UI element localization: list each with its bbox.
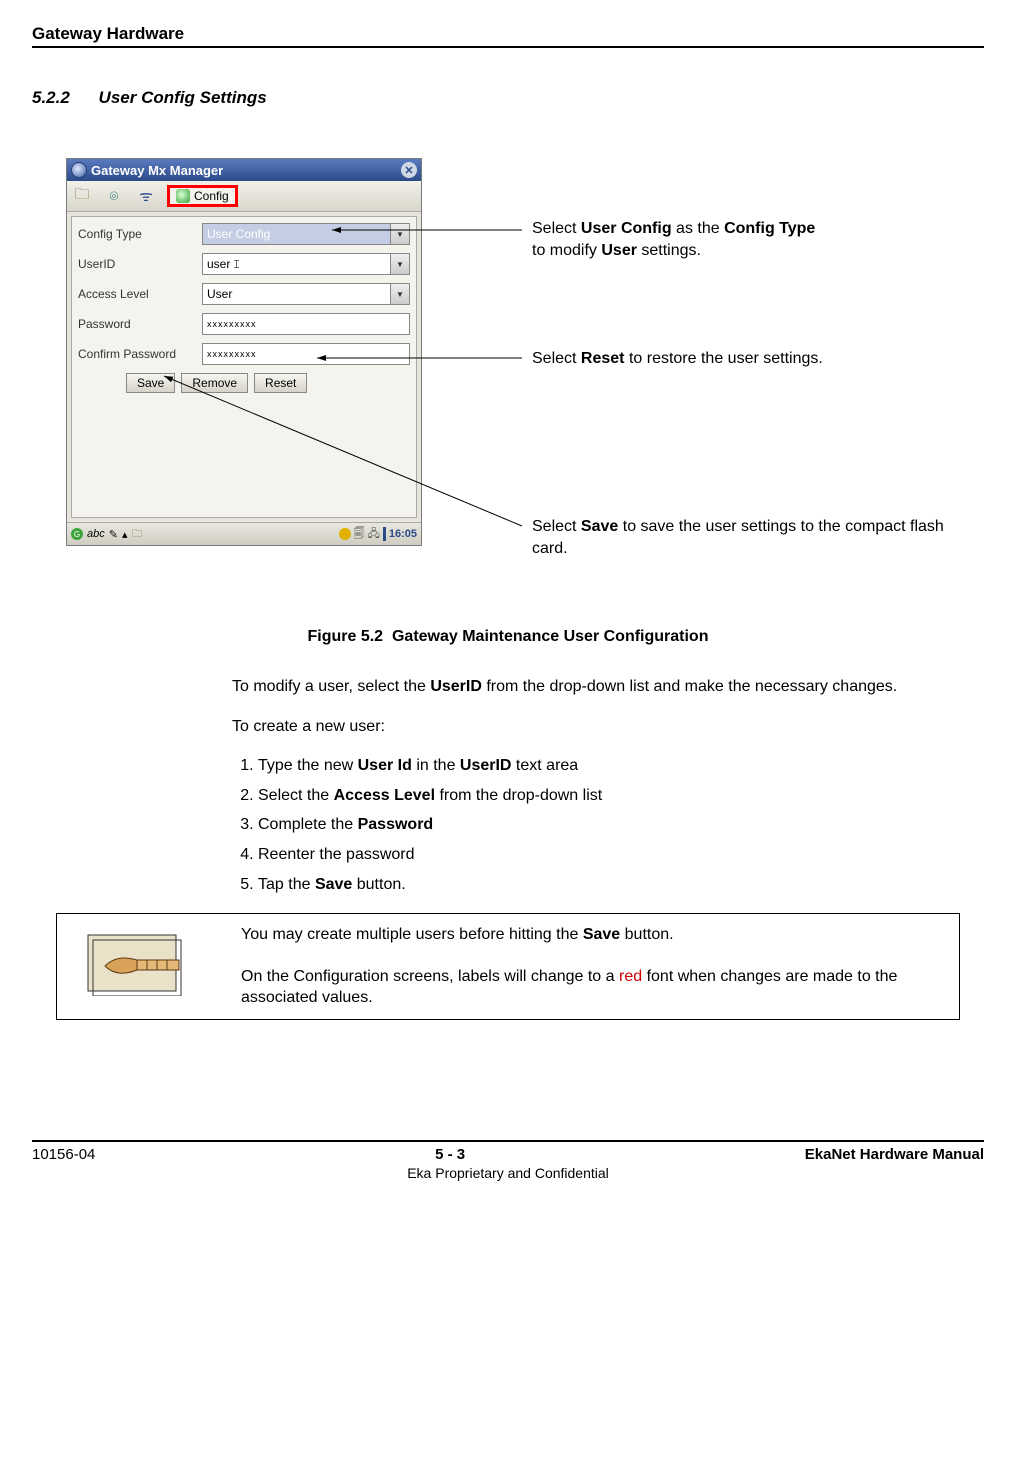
folder-icon[interactable]: 🗀 [132,525,143,544]
note-icon-cell [57,914,227,1016]
chevron-down-icon: ▼ [390,284,409,304]
toolbar: 🗀 ⌾ ᯤ Config [67,181,421,212]
remove-button[interactable]: Remove [181,373,248,393]
form-area: Config Type User Config ▼ UserID user 𝙸 … [71,216,417,518]
callout-reset: Select Reset to restore the user setting… [532,348,952,370]
window-titlebar: Gateway Mx Manager ✕ [67,159,421,181]
save-button[interactable]: Save [126,373,175,393]
confirm-password-field[interactable]: xxxxxxxxx [202,343,410,365]
taskbar-text: abc [87,528,105,540]
tray-icon-2[interactable]: 🗐 [354,525,365,544]
figure-area: Gateway Mx Manager ✕ 🗀 ⌾ ᯤ Config Config… [32,158,992,598]
wifi-icon[interactable]: ᯤ [135,185,157,207]
footer-left: 10156-04 [32,1146,95,1163]
step-3: Complete the Password [258,814,954,836]
tray-icon-1[interactable] [339,528,351,540]
figure-caption: Figure 5.2 Gateway Maintenance User Conf… [32,628,984,646]
taskbar-clock: 16:05 [389,528,417,540]
chevron-down-icon: ▼ [390,224,409,244]
up-icon[interactable]: ▴ [122,528,128,541]
taskbar-icon-globe[interactable]: G [71,528,83,540]
chevron-down-icon: ▼ [390,254,409,274]
confirm-password-value: xxxxxxxxx [207,349,257,359]
tray-divider [383,527,386,541]
note-box: You may create multiple users before hit… [56,913,960,1020]
note-text: You may create multiple users before hit… [227,914,959,1019]
userid-value: user [207,257,230,271]
toolbar-icon-1[interactable]: 🗀 [71,185,93,207]
config-tab-icon [176,189,190,203]
config-type-label: Config Type [78,227,202,241]
toolbar-icon-2[interactable]: ⌾ [103,185,125,207]
config-type-value: User Config [207,227,270,241]
footer-page-number: 5 - 3 [435,1146,465,1163]
steps-list: Type the new User Id in the UserID text … [232,755,954,895]
step-2: Select the Access Level from the drop-do… [258,785,954,807]
config-tab[interactable]: Config [167,185,238,207]
footer-sub: Eka Proprietary and Confidential [407,1165,609,1181]
close-icon[interactable]: ✕ [401,162,417,178]
access-level-label: Access Level [78,287,202,301]
config-type-dropdown[interactable]: User Config ▼ [202,223,410,245]
access-level-value: User [207,287,232,301]
page-footer: 10156-04 5 - 3 EkaNet Hardware Manual Ek… [32,1140,984,1181]
app-icon [71,162,87,178]
tray-icon-3[interactable]: 🖧 [368,525,380,544]
step-1: Type the new User Id in the UserID text … [258,755,954,777]
access-level-dropdown[interactable]: User ▼ [202,283,410,305]
callout-config-type: Select User Config as the Config Type to… [532,218,952,261]
step-5: Tap the Save button. [258,874,954,896]
reset-button[interactable]: Reset [254,373,307,393]
password-label: Password [78,317,202,331]
section-title: User Config Settings [99,88,267,107]
password-field[interactable]: xxxxxxxxx [202,313,410,335]
pencil-icon[interactable]: ✎ [109,528,118,541]
config-tab-label: Config [194,189,229,203]
callout-save: Select Save to save the user settings to… [532,516,952,559]
footer-right: EkaNet Hardware Manual [805,1146,984,1163]
section-number: 5.2.2 [32,88,70,107]
userid-dropdown[interactable]: user 𝙸 ▼ [202,253,410,275]
section-heading: 5.2.2 User Config Settings [32,88,984,108]
app-window: Gateway Mx Manager ✕ 🗀 ⌾ ᯤ Config Config… [66,158,422,546]
window-title: Gateway Mx Manager [91,163,223,178]
step-4: Reenter the password [258,844,954,866]
userid-label: UserID [78,257,202,271]
taskbar: G abc ✎ ▴ 🗀 🗐 🖧 16:05 [67,522,421,545]
body-text: To modify a user, select the UserID from… [232,676,954,895]
pointing-hand-icon [87,934,197,996]
page-header: Gateway Hardware [32,24,984,48]
password-value: xxxxxxxxx [207,319,257,329]
confirm-password-label: Confirm Password [78,347,202,361]
